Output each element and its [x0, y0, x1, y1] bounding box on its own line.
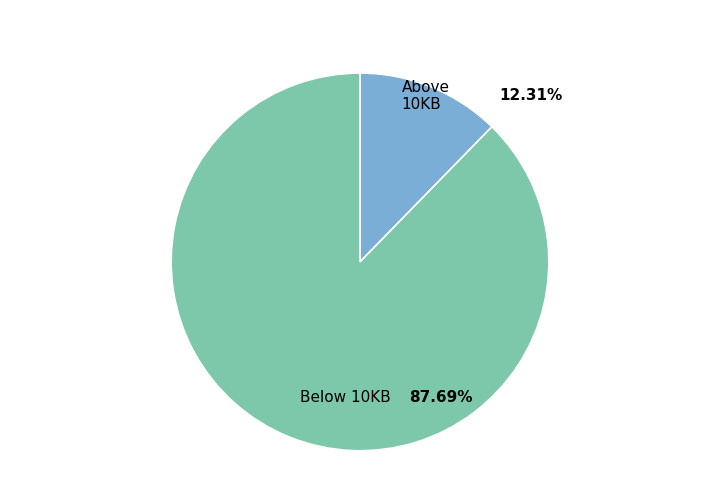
Text: 12.31%: 12.31%: [500, 88, 563, 103]
Text: 87.69%: 87.69%: [409, 390, 472, 405]
Text: Above
10KB: Above 10KB: [402, 80, 449, 112]
Wedge shape: [171, 73, 549, 451]
Wedge shape: [360, 73, 492, 262]
Text: Below 10KB: Below 10KB: [300, 390, 390, 405]
